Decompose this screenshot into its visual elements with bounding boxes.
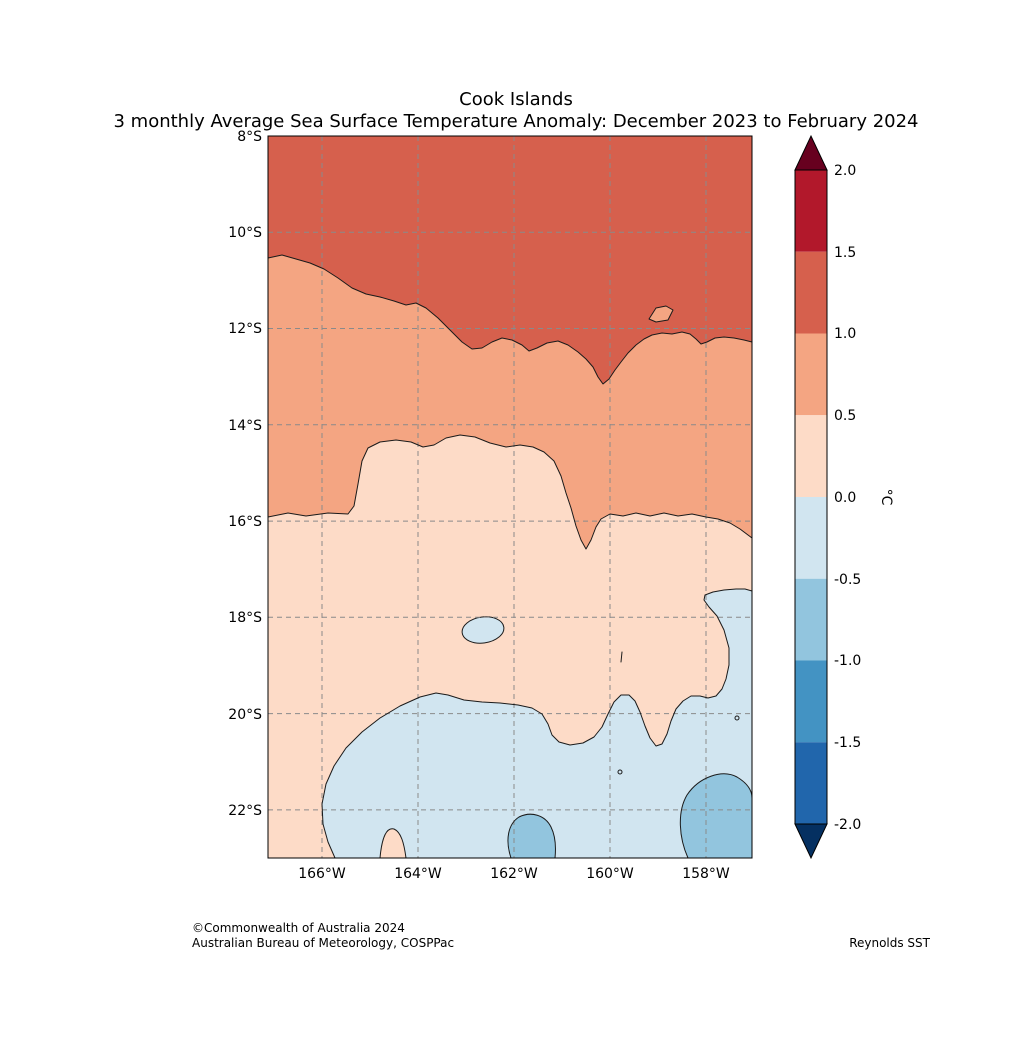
footer-data-source: Reynolds SST [849, 936, 930, 950]
band-neg-1-0-patch-southeast [680, 773, 752, 858]
lat-axis-labels: 8°S 10°S 12°S 14°S 16°S 18°S 20°S 22°S [228, 129, 262, 819]
band-pos-1-0-to-1-5 [268, 136, 752, 384]
lon-tick-label: 164°W [394, 866, 442, 882]
colorbar-tick: 0.0 [834, 490, 856, 506]
figure-subtitle: 3 monthly Average Sea Surface Temperatur… [114, 111, 919, 132]
colorbar-segment-neg0-5-0-0 [795, 497, 827, 579]
footer: ©Commonwealth of Australia 2024 Australi… [192, 921, 931, 950]
band-neg-0-5-to-0-0 [322, 589, 752, 858]
colorbar-tick: 0.5 [834, 408, 856, 424]
lat-tick-label: 18°S [228, 610, 262, 626]
colorbar-segment-1-5-2-0 [795, 170, 827, 252]
colorbar-segment-0-0-0-5 [795, 415, 827, 497]
colorbar-segment-0-5-1-0 [795, 333, 827, 416]
colorbar-segment-neg2-0-neg1-5 [795, 742, 827, 824]
lon-tick-label: 166°W [298, 866, 346, 882]
lat-tick-label: 20°S [228, 707, 262, 723]
map-frame [267, 135, 753, 859]
lat-tick-label: 22°S [228, 803, 262, 819]
colorbar-segment-neg1-0-neg0-5 [795, 578, 827, 661]
footer-organisation: Australian Bureau of Meteorology, COSPPa… [192, 936, 454, 950]
lon-tick-label: 162°W [490, 866, 538, 882]
colorbar-segment-1-0-1-5 [795, 251, 827, 334]
lon-axis-labels: 166°W 164°W 162°W 160°W 158°W [298, 866, 730, 882]
lon-tick-label: 160°W [586, 866, 634, 882]
graticule [268, 136, 752, 858]
colorbar-tick: 1.0 [834, 326, 856, 342]
colorbar-tick: -0.5 [834, 572, 861, 588]
colorbar: 2.0 1.5 1.0 0.5 0.0 -0.5 -1.0 -1.5 -2.0 … [794, 134, 894, 860]
colorbar-tick: 2.0 [834, 163, 856, 179]
colorbar-tick: -2.0 [834, 817, 861, 833]
lat-tick-label: 10°S [228, 225, 262, 241]
lat-tick-label: 8°S [237, 129, 262, 145]
lat-tick-label: 16°S [228, 514, 262, 530]
footer-copyright: ©Commonwealth of Australia 2024 [192, 921, 405, 935]
colorbar-unit-label: °C [878, 489, 894, 506]
contour-lines [268, 254, 752, 858]
lat-tick-label: 12°S [228, 321, 262, 337]
colorbar-tick: -1.5 [834, 735, 861, 751]
lat-tick-label: 14°S [228, 418, 262, 434]
warm-notch-bottom [380, 828, 406, 858]
cool-pocket-ellipse [461, 616, 505, 644]
colorbar-segment-neg1-5-neg1-0 [795, 660, 827, 743]
map-plot [267, 135, 753, 859]
colorbar-tick: -1.0 [834, 653, 861, 669]
lon-tick-label: 158°W [682, 866, 730, 882]
band-neg-1-0-patch-south-centre [507, 814, 556, 858]
figure-title: Cook Islands [459, 89, 573, 110]
colorbar-tick: 1.5 [834, 245, 856, 261]
colorbar-under-arrow [794, 823, 828, 860]
colorbar-tick-labels: 2.0 1.5 1.0 0.5 0.0 -0.5 -1.0 -1.5 -2.0 [834, 163, 861, 833]
